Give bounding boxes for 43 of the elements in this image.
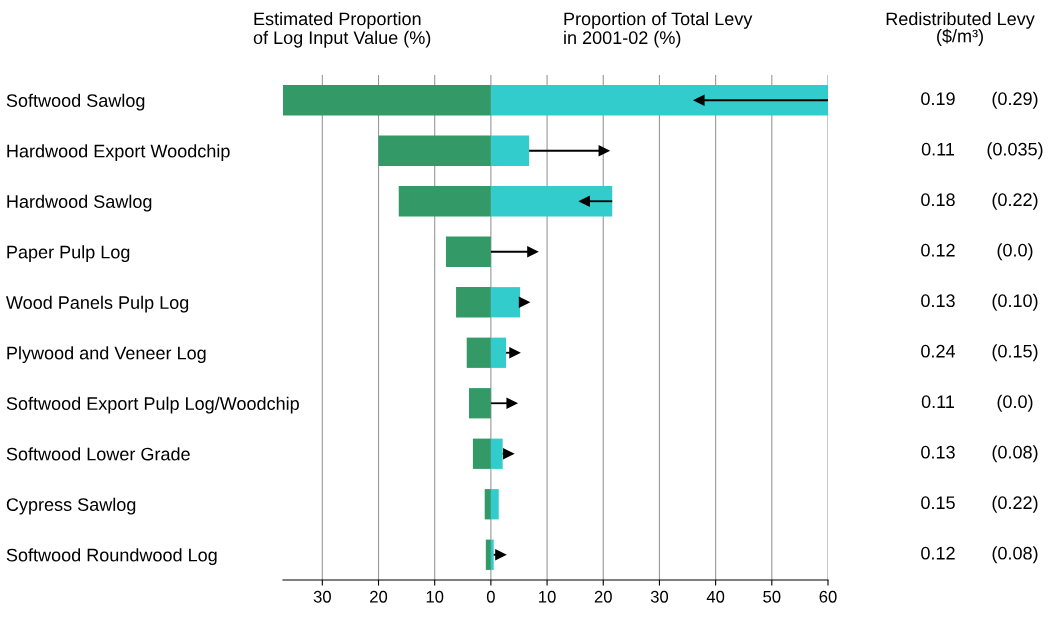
x-tick-label: 30 [650,590,669,603]
text: 0.11 [921,142,955,156]
x-tick-label: 10 [426,590,444,603]
y-tick-label: Wood Panels Pulp Log [6,295,189,313]
text: (0.15) [992,344,1038,362]
text: (0.22) [992,192,1038,210]
x-tick-label: 50 [763,590,781,603]
x-tick-label: 10 [539,590,556,603]
x-tick-label: 30 [313,590,331,603]
y-tick-label: Paper Pulp Log [7,245,130,263]
text: (0.08) [992,445,1038,463]
y-tick-label: Cypress Sawlog [6,497,136,515]
y-tick-label: Hardwood Export Woodchip [7,144,230,162]
y-tick-label: Softwood Export Pulp Log/Woodchip [6,396,299,414]
text: 0.11 [921,395,955,409]
text: 0.13 [921,294,955,308]
y-tick-label: Plywood and Veneer Log [7,346,206,364]
y-tick-label: Softwood Lower Grade [6,447,190,461]
text: Proportion of Total Levy in 2001-02 (%) [564,12,753,48]
x-tick-label: 60 [819,590,837,603]
text: 0.12 [921,546,955,560]
text: 0.13 [921,445,955,459]
y-tick-label: Softwood Sawlog [6,93,145,111]
x-tick-label: 20 [594,590,612,603]
x-tick-label: 0 [486,590,495,603]
y-tick-label: Softwood Roundwood Log [6,548,217,566]
text: (0.08) [992,546,1038,564]
text: 0.24 [921,344,956,358]
text: Estimated Proportion of Log Input Value (%) [253,12,431,48]
text: 0.19 [921,92,955,106]
text: (0.0) [997,394,1033,412]
text: (0.10) [992,293,1038,311]
x-tick-label: 40 [706,590,725,603]
text: 0.18 [921,193,955,207]
text: (0.22) [992,495,1038,513]
text: 0.15 [921,496,955,510]
text: 0.12 [921,243,955,257]
text: (0.035) [987,142,1043,160]
text: Redistributed Levy ($/m³) [886,12,1035,46]
y-tick-label: Hardwood Sawlog [7,194,152,212]
text: (0.29) [992,91,1038,109]
text: (0.0) [997,243,1033,261]
x-tick-label: 20 [370,590,388,603]
